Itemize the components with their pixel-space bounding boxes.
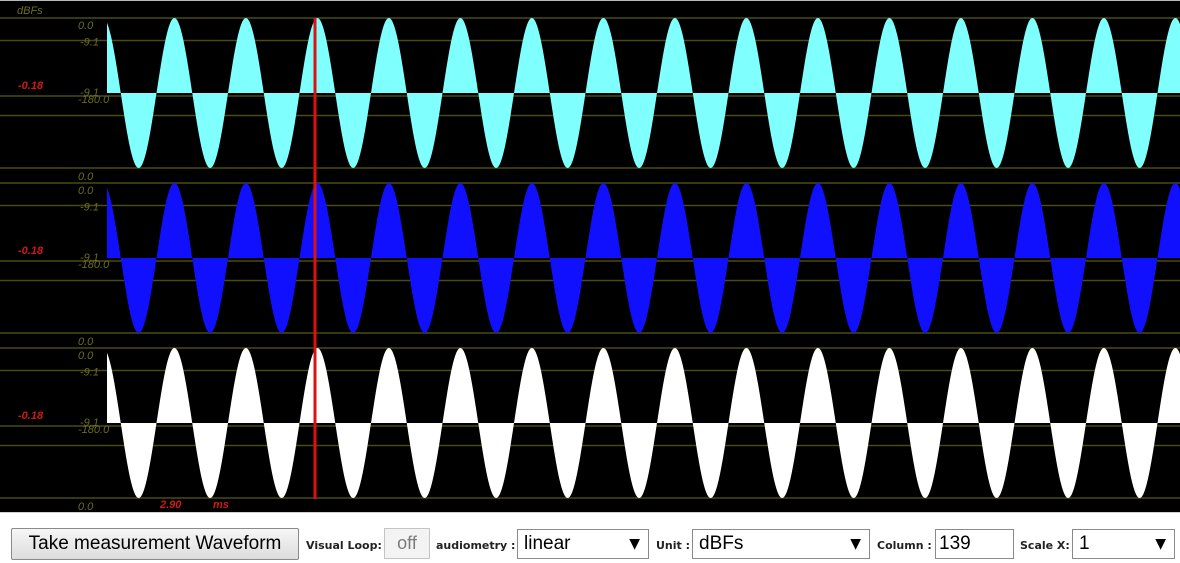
channel-1-center-label: -180.0 [78,94,110,106]
channel-2-panel: 0.0 -9.1 -180.0 -9.1 0.0 -0.18 [0,182,1180,348]
visual-loop-toggle[interactable]: off [384,528,430,559]
channel-2-top-label: 0.0 [78,185,94,197]
channel-3-center-label: -180.0 [78,424,110,436]
column-label: Column : [877,539,932,552]
channel-3-lower-mid-label: -9.1 [80,417,99,429]
channel-2-cursor-level: -0.18 [18,245,44,257]
chevron-down-icon: ▼ [1155,536,1166,552]
cursor-time-value: 2.90 [159,499,182,511]
cursor-time-unit: ms [213,499,229,511]
channel-3-cursor-level: -0.18 [18,410,44,422]
chevron-down-icon: ▼ [850,536,861,552]
channel-3-top-label: 0.0 [78,350,94,362]
channel-3-waveform [107,348,1180,498]
unit-axis-label: dBFs [17,5,43,17]
channel-1-bottom-label: 0.0 [78,171,94,183]
scale-x-label: Scale X: [1020,539,1070,552]
scale-x-select[interactable]: 1 ▼ [1072,529,1175,559]
channel-1-lower-mid-label: -9.1 [80,87,99,99]
waveform-display[interactable]: dBFs 0.0 -9.1 -180.0 -9.1 0.0 -0.18 0.0 … [0,0,1180,512]
channel-1-waveform [107,18,1180,168]
channel-2-waveform [107,183,1180,333]
channel-3-upper-mid-label: -9.1 [80,367,99,379]
chevron-down-icon: ▼ [629,536,640,552]
scale-x-value: 1 [1079,533,1090,554]
waveform-canvas[interactable]: dBFs 0.0 -9.1 -180.0 -9.1 0.0 -0.18 0.0 … [0,1,1180,512]
take-measurement-button[interactable]: Take measurement Waveform [11,528,299,560]
channel-3-bottom-label: 0.0 [78,501,94,512]
audiometry-select[interactable]: linear ▼ [517,529,649,559]
channel-1-panel: 0.0 -9.1 -180.0 -9.1 0.0 -0.18 [0,17,1180,183]
channel-1-top-label: 0.0 [78,20,94,32]
unit-label: Unit : [656,539,691,552]
channel-1-upper-mid-label: -9.1 [80,37,99,49]
channel-2-center-label: -180.0 [78,259,110,271]
unit-select[interactable]: dBFs ▼ [692,529,870,559]
audiometry-label: audiometry : [436,539,516,552]
unit-value: dBFs [699,533,744,554]
channel-3-panel: 0.0 -9.1 -180.0 -9.1 0.0 -0.18 [0,347,1180,512]
audiometry-value: linear [524,533,571,554]
channel-2-lower-mid-label: -9.1 [80,252,99,264]
visual-loop-label: Visual Loop: [306,539,382,552]
channel-2-upper-mid-label: -9.1 [80,202,99,214]
channel-1-cursor-level: -0.18 [18,80,44,92]
column-input[interactable] [935,529,1014,559]
control-toolbar: Take measurement Waveform Visual Loop: o… [0,512,1180,563]
channel-2-bottom-label: 0.0 [78,336,94,348]
